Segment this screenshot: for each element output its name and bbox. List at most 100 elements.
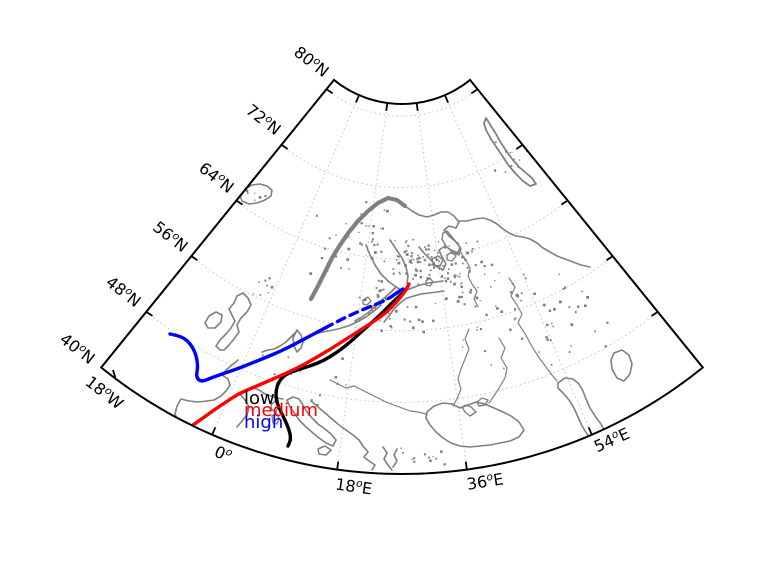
speckle [518,159,521,161]
speckle [424,246,426,248]
speckle [348,268,350,270]
speckle [355,224,357,226]
speckle [287,356,290,359]
axis-ticks [112,88,659,470]
trajectory-high [168,287,405,383]
speckle [405,240,408,242]
speckle [380,280,383,283]
coastline [292,329,304,353]
speckle [436,265,440,268]
speckle [586,295,589,299]
speckle [405,272,409,275]
speckle [435,258,438,261]
speckle [380,289,383,292]
speckle [412,326,415,330]
speckle [363,298,367,302]
speckle [551,322,553,325]
coastline [557,377,607,445]
speckle [410,255,413,258]
tick-mark [415,102,419,112]
speckle [396,255,399,258]
speckle [465,242,468,244]
coastline [458,217,591,268]
trajectory-high-segment [323,295,393,330]
speckle [397,261,401,265]
speckle [434,302,437,305]
tick-mark [587,426,593,436]
speckle [383,260,386,263]
speckle [370,256,374,260]
speckle [461,346,464,348]
coastline [392,448,398,468]
speckle [428,273,431,276]
speckle [514,317,517,320]
coastline [215,292,252,351]
speckle [416,269,419,272]
speckle [348,236,350,238]
speckle [316,403,319,407]
speckle [411,458,413,461]
speckle [432,319,435,323]
speckle [419,261,422,263]
speckle [435,457,438,460]
speckle [542,303,546,307]
speckle [381,298,383,301]
speckle [456,300,460,303]
speckle [392,272,395,275]
speckle [446,277,450,280]
coastline [236,393,250,428]
speckle [325,269,329,272]
speckle [360,213,362,215]
speckle [273,373,276,376]
speckle [245,189,249,193]
speckle [345,223,347,225]
tick-mark [385,102,389,112]
legend-label-medium: medium [244,400,318,421]
tick-mark [464,461,468,470]
speckle [516,294,520,298]
speckle [480,260,483,264]
speckle [376,295,380,298]
tick-mark [605,255,614,262]
speckle [471,250,473,253]
speckle [414,268,417,271]
speckle [299,370,302,372]
speckle [404,241,407,244]
speckle [563,286,567,289]
speckle [423,259,426,262]
speckle [374,251,377,254]
speckle [461,291,464,294]
speckle [520,299,522,302]
speckle [461,262,464,265]
lon-tick-label: 0o [212,442,235,466]
speckle [400,447,402,449]
speckle [444,297,448,301]
speckle [426,277,430,280]
speckle [484,350,487,353]
speckle [466,266,469,269]
speckle [315,214,318,217]
speckle [433,249,436,252]
speckle [490,364,492,366]
speckle [406,306,409,308]
speckle [264,195,267,197]
speckle [453,274,457,278]
speckle [444,280,448,283]
speckle [359,242,362,245]
speckle [340,266,343,269]
speckle [504,171,507,173]
speckle [368,225,370,227]
speckle [493,169,497,172]
speckle [336,382,339,385]
speckle [606,321,609,324]
speckle [450,263,454,266]
speckle [417,318,421,322]
speckle [521,337,524,340]
speckle [562,288,565,290]
speckle [388,312,390,315]
speckle [546,323,549,327]
coastline [261,331,297,353]
speckle [448,245,450,247]
tick-mark [280,144,289,150]
